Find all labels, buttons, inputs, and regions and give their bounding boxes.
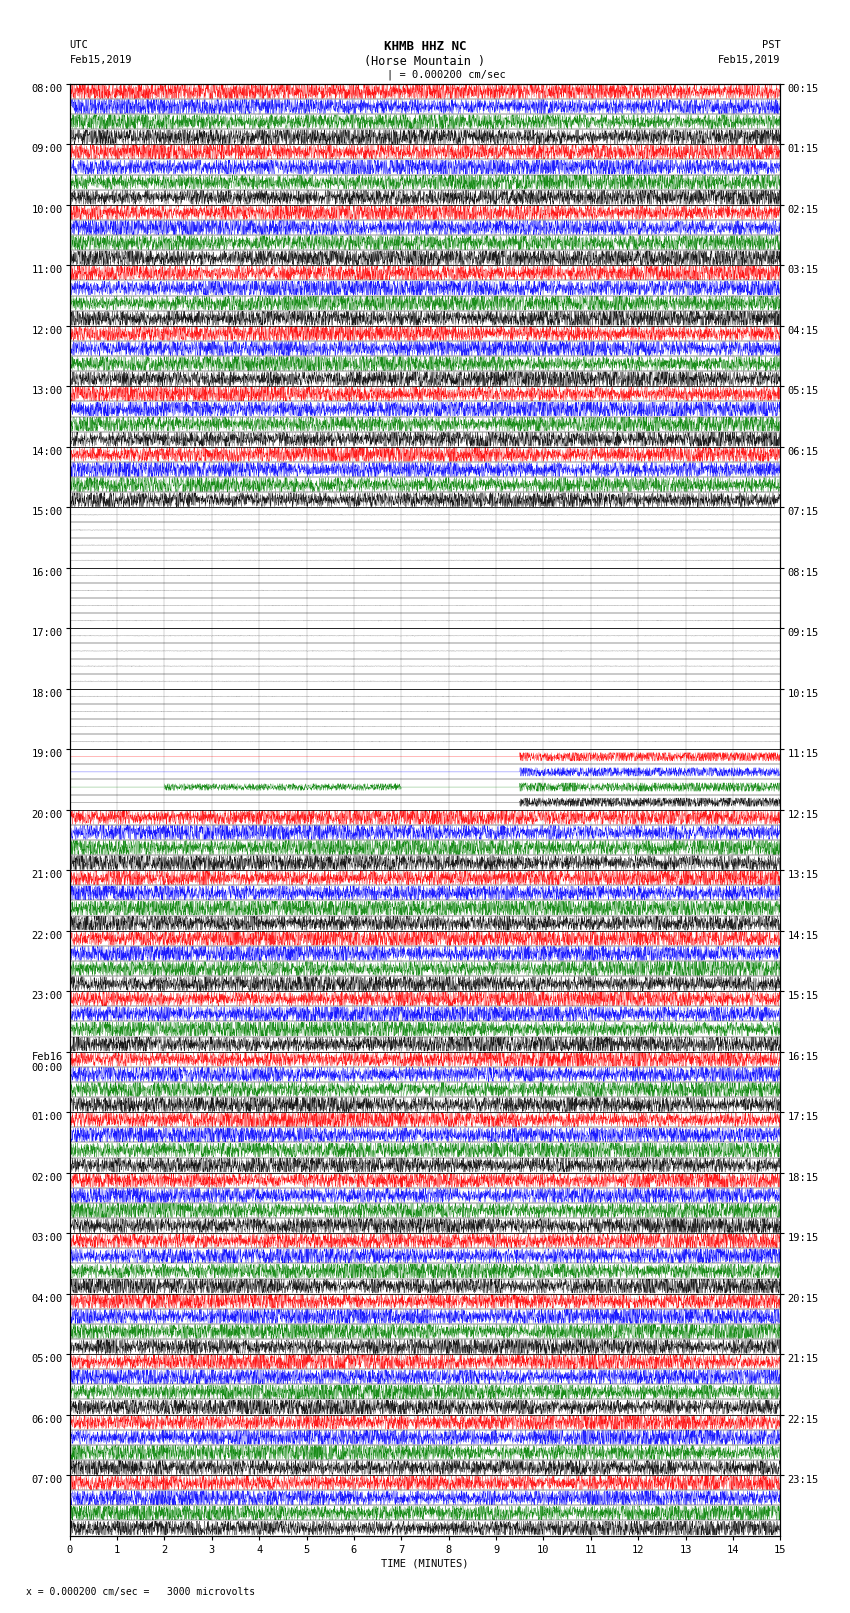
Text: (Horse Mountain ): (Horse Mountain ) bbox=[365, 55, 485, 68]
Text: KHMB HHZ NC: KHMB HHZ NC bbox=[383, 40, 467, 53]
X-axis label: TIME (MINUTES): TIME (MINUTES) bbox=[382, 1558, 468, 1569]
Text: Feb15,2019: Feb15,2019 bbox=[717, 55, 780, 65]
Text: | = 0.000200 cm/sec: | = 0.000200 cm/sec bbox=[387, 69, 506, 81]
Text: x = 0.000200 cm/sec =   3000 microvolts: x = 0.000200 cm/sec = 3000 microvolts bbox=[26, 1587, 255, 1597]
Text: Feb15,2019: Feb15,2019 bbox=[70, 55, 133, 65]
Text: PST: PST bbox=[762, 40, 780, 50]
Text: UTC: UTC bbox=[70, 40, 88, 50]
